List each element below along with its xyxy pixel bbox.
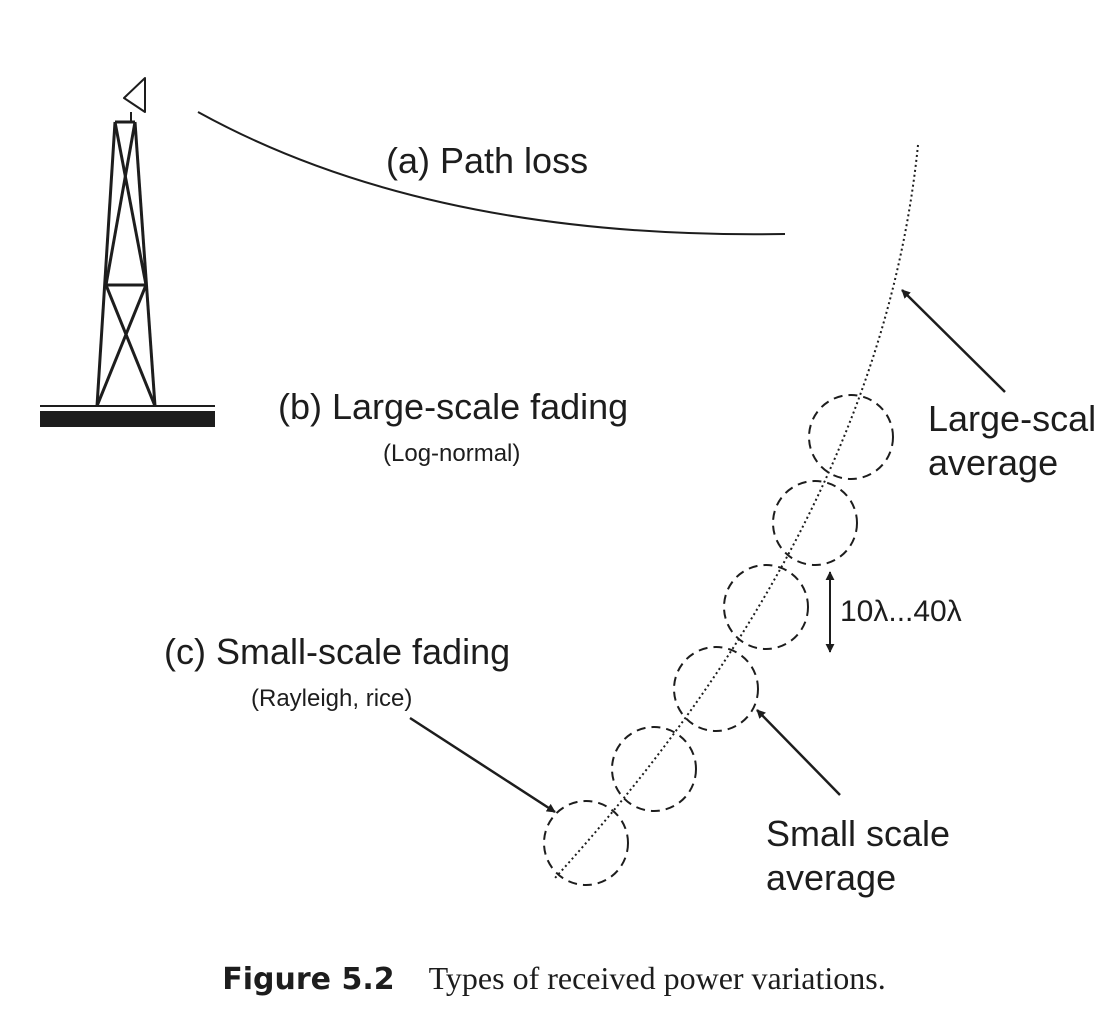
small-scale-average-label-line1: Small scale (766, 816, 950, 852)
figure-number: Figure 5.2 (222, 962, 394, 997)
small-scale-window-circles (544, 395, 893, 885)
window-circle (674, 647, 758, 731)
window-circle (773, 481, 857, 565)
small-scale-fading-sublabel: (Rayleigh, rice) (251, 687, 412, 711)
large-scale-fading-sublabel: (Log-normal) (383, 442, 520, 466)
figure-caption: Figure 5.2 Types of received power variat… (0, 960, 1108, 997)
large-scale-fading-label: (b) Large-scale fading (278, 389, 628, 425)
large-scale-average-label-line2: average (928, 445, 1058, 481)
small-scale-average-label-line2: average (766, 860, 896, 896)
large-scale-average-curve (555, 145, 918, 878)
spacing-label: 10λ...40λ (840, 597, 962, 627)
window-circle (809, 395, 893, 479)
large-scale-average-label-line1: Large-scal (928, 401, 1096, 437)
transmitter-tower-icon (40, 78, 215, 427)
window-circle (612, 727, 696, 811)
path-loss-label: (a) Path loss (386, 143, 588, 179)
large-scale-average-arrow (902, 290, 1005, 392)
small-scale-average-arrow (757, 710, 840, 795)
small-scale-fading-arrow (410, 718, 555, 812)
window-circle (724, 565, 808, 649)
figure-caption-text: Types of received power variations. (429, 960, 886, 996)
small-scale-fading-label: (c) Small-scale fading (164, 634, 510, 670)
